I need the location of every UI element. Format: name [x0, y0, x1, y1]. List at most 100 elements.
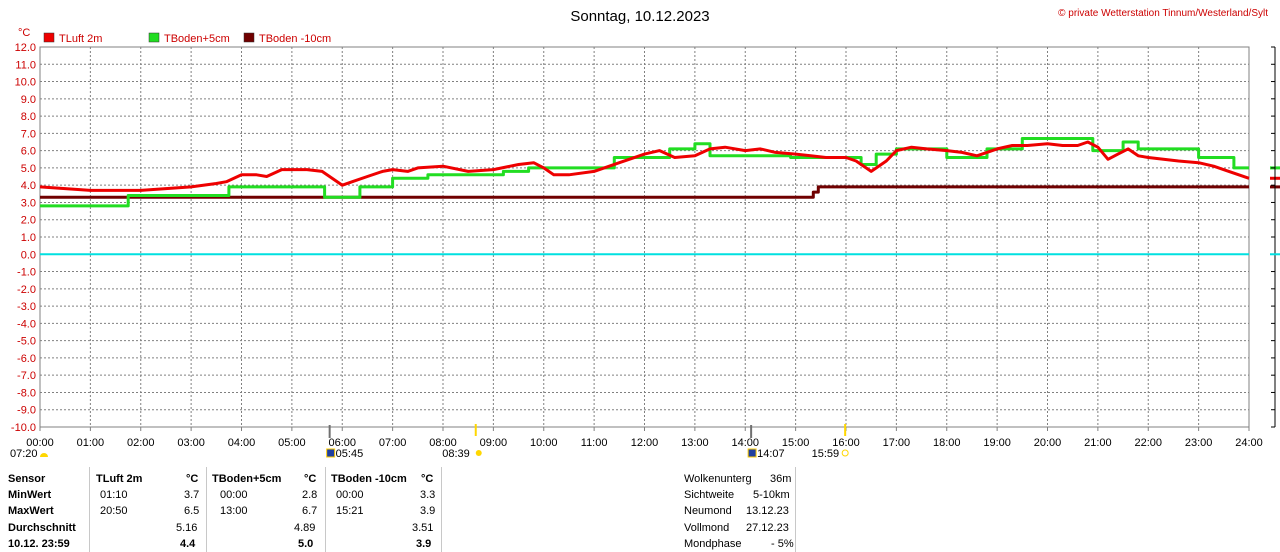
copyright-label: © private Wetterstation Tinnum/Westerlan…: [1058, 8, 1268, 19]
stats-tboden10-max-value: 3.9: [420, 505, 436, 518]
astro-label: Vollmond: [684, 521, 730, 534]
legend-label-1: TBoden+5cm: [164, 33, 230, 45]
sunrise-icon: [40, 453, 48, 457]
y-tick-label: 11.0: [15, 59, 36, 71]
astro-label: Neumond: [684, 505, 732, 518]
astro-value: 27.12.23: [746, 521, 789, 534]
astro-label: Wolkenunterg: [684, 473, 752, 485]
x-tick-label: 02:00: [127, 437, 155, 449]
stats-label-avg: Durchschnitt: [8, 521, 76, 534]
x-tick-label: 21:00: [1084, 437, 1112, 449]
y-tick-label: 8.0: [21, 111, 36, 123]
x-tick-label: 10:00: [530, 437, 558, 449]
y-tick-label: 5.0: [21, 163, 36, 175]
sun-icon: [475, 450, 482, 456]
legend-swatch-1: [148, 32, 160, 43]
x-tick-label: 15:00: [782, 437, 810, 449]
stats-header-unit: °C: [304, 473, 317, 485]
sun-moon-time-label: 14:07: [757, 448, 785, 460]
y-tick-label: 10.0: [15, 77, 36, 89]
stats-tboden5-max-time: 13:00: [220, 505, 248, 518]
y-tick-label: -5.0: [17, 336, 36, 348]
stats-divider: [206, 467, 207, 552]
astro-value: 36m: [770, 473, 792, 485]
x-tick-label: 24:00: [1235, 437, 1263, 449]
x-tick-label: 23:00: [1185, 437, 1213, 449]
stats-header-tluft: TLuft 2m: [96, 473, 143, 485]
astro-label: Mondphase: [684, 537, 742, 550]
stats-tluft-min-value: 3.7: [184, 489, 200, 502]
stats-header-sensor: Sensor: [8, 473, 46, 485]
sun-moon-time-label: 07:20: [10, 448, 38, 460]
y-tick-label: -3.0: [17, 301, 36, 313]
y-tick-label: 7.0: [21, 128, 36, 140]
y-tick-label: -4.0: [17, 318, 36, 330]
y-tick-label: 2.0: [21, 215, 36, 227]
x-tick-label: 08:00: [429, 437, 457, 449]
y-tick-label: 4.0: [21, 180, 36, 192]
stats-tboden10-min-time: 00:00: [336, 489, 364, 502]
x-tick-label: 07:00: [379, 437, 407, 449]
temperature-chart: Sonntag, 10.12.2023 © private Wetterstati…: [10, 8, 1280, 460]
stats-tluft-avg-value: 5.16: [176, 521, 198, 534]
astro-value: 13.12.23: [746, 505, 789, 518]
y-tick-label: 6.0: [21, 146, 36, 158]
x-tick-label: 14:00: [731, 437, 759, 449]
y-tick-label: 3.0: [21, 197, 36, 209]
x-tick-label: 12:00: [631, 437, 659, 449]
legend-label-2: TBoden -10cm: [259, 33, 331, 45]
x-tick-label: 22:00: [1134, 437, 1162, 449]
stats-divider: [325, 467, 326, 552]
y-tick-label: -7.0: [17, 370, 36, 382]
stats-tboden5-current-value: 5.0: [298, 537, 314, 550]
x-tick-label: 09:00: [480, 437, 508, 449]
stats-header-unit: °C: [186, 473, 199, 485]
stats-tboden10-min-value: 3.3: [420, 489, 436, 502]
x-tick-label: 18:00: [933, 437, 961, 449]
moon-icon: [747, 448, 757, 458]
stats-tluft-min-time: 01:10: [100, 489, 128, 502]
astro-label: Sichtweite: [684, 489, 735, 502]
stats-table-tboden10: TBoden -10cm °C 00:00 3.3 15:21 3.9 3.51 3.…: [331, 471, 441, 552]
stats-divider: [89, 467, 90, 552]
legend-label-0: TLuft 2m: [59, 33, 102, 45]
sun-icon: [841, 449, 849, 457]
y-unit-label: °C: [18, 27, 30, 39]
astro-value: 5-10km: [753, 489, 790, 502]
series-line-tluft-2m: [39, 140, 1250, 192]
x-tick-label: 17:00: [883, 437, 911, 449]
x-tick-label: 16:00: [832, 437, 860, 449]
sun-moon-time-label: 05:45: [336, 448, 364, 460]
stats-header-tboden10: TBoden -10cm: [331, 473, 407, 485]
x-tick-label: 20:00: [1034, 437, 1062, 449]
y-tick-label: 9.0: [21, 94, 36, 106]
series-line-tboden-10cm: [40, 185, 1249, 199]
stats-divider: [795, 467, 796, 552]
x-tick-label: 00:00: [26, 437, 54, 449]
y-tick-label: 1.0: [21, 232, 36, 244]
legend-swatch-0: [43, 32, 55, 43]
x-tick-label: 04:00: [228, 437, 256, 449]
x-tick-label: 01:00: [77, 437, 105, 449]
y-tick-label: -8.0: [17, 387, 36, 399]
stats-divider: [441, 467, 442, 552]
moon-icon: [326, 448, 336, 458]
y-tick-label: 12.0: [15, 42, 36, 54]
stats-table-tboden5: TBoden+5cm °C 00:00 2.8 13:00 6.7 4.89 5.0: [212, 471, 324, 552]
stats-tboden5-min-value: 2.8: [302, 489, 318, 502]
astro-value: - 5%: [771, 537, 794, 550]
sun-moon-time-label: 08:39: [442, 448, 470, 460]
x-tick-label: 11:00: [581, 437, 608, 449]
x-tick-label: 19:00: [983, 437, 1011, 449]
stats-tboden10-current-value: 3.9: [416, 537, 432, 550]
stats-tboden5-avg-value: 4.89: [294, 521, 316, 534]
stats-tluft-max-time: 20:50: [100, 505, 128, 518]
sun-moon-time-label: 15:59: [812, 448, 840, 460]
x-tick-label: 13:00: [681, 437, 709, 449]
stats-tluft-max-value: 6.5: [184, 505, 200, 518]
legend-swatch-2: [243, 32, 255, 43]
y-tick-label: -1.0: [17, 267, 36, 279]
stats-tboden5-min-time: 00:00: [220, 489, 248, 502]
astro-table: Wolkenunterg 36m Sichtweite 5-10km Neumond…: [684, 471, 794, 552]
stats-table-tluft: Sensor TLuft 2m °C MinWert 01:10 3.7 MaxWert…: [8, 471, 208, 552]
